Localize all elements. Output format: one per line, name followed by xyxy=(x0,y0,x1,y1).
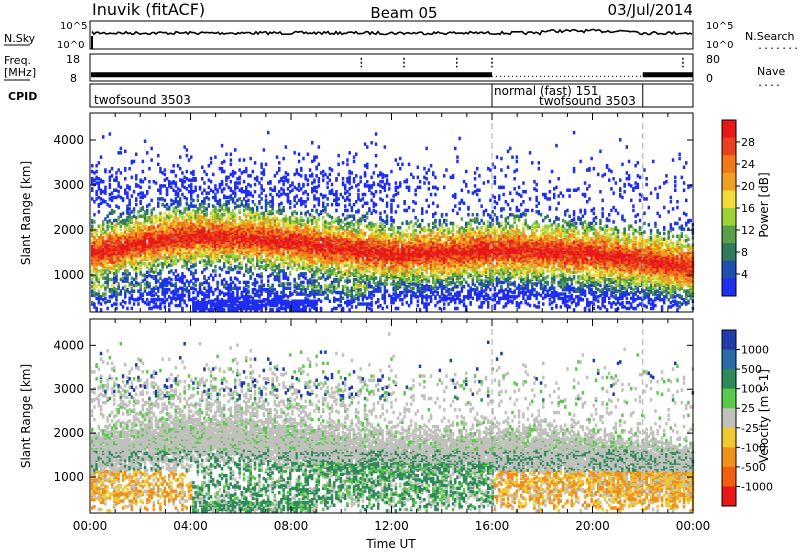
power-colorbar-swatch xyxy=(722,173,736,191)
velocity-ylabel: Slant Range [km] xyxy=(19,364,33,468)
power-colorbar-swatch xyxy=(722,243,736,261)
velocity-colorbar-swatch xyxy=(722,486,736,506)
cpid-segment-1: twofsound 3503 xyxy=(94,93,191,107)
x-tick-label: 00:00 xyxy=(676,519,711,533)
nave-label: Nave xyxy=(757,65,785,78)
power-colorbar-swatch xyxy=(722,190,736,208)
y-tick-label: 4000 xyxy=(53,133,84,147)
velocity-colorbar-swatch xyxy=(722,467,736,487)
velocity-colorbar-swatch xyxy=(722,330,736,350)
velocity-colorbar-swatch xyxy=(722,350,736,370)
power-colorbar-tick-label: 4 xyxy=(741,268,748,281)
power-colorbar-swatch xyxy=(722,155,736,173)
plot-canvas: Inuvik (fitACF) Beam 05 03/Jul/2014 N.Sk… xyxy=(0,0,800,554)
power-colorbar-tick-label: 20 xyxy=(741,180,755,193)
y-tick-label: 2000 xyxy=(53,223,84,237)
cpid-segment-3: twofsound 3503 xyxy=(539,94,636,108)
power-colorbar-swatch xyxy=(722,120,736,138)
radar-summary-plot: Inuvik (fitACF) Beam 05 03/Jul/2014 N.Sk… xyxy=(0,0,800,554)
nave-tick-top: 80 xyxy=(706,53,720,66)
time-xlabel: Time UT xyxy=(365,537,416,551)
power-colorbar-tick-label: 24 xyxy=(741,158,755,171)
velocity-colorbar-swatch xyxy=(722,447,736,467)
power-colorbar-tick-label: 16 xyxy=(741,202,755,215)
nsky-right-tick-bottom: 10^0 xyxy=(706,40,733,51)
x-tick-label: 20:00 xyxy=(575,519,610,533)
x-tick-label: 00:00 xyxy=(73,519,108,533)
y-tick-label: 1000 xyxy=(53,268,84,282)
velocity-colorbar-swatch xyxy=(722,369,736,389)
radar-title: Inuvik (fitACF) xyxy=(92,0,205,19)
x-tick-label: 04:00 xyxy=(173,519,208,533)
cpid-label: CPID xyxy=(8,90,37,103)
velocity-colorbar-tick-label: -1000 xyxy=(741,480,773,493)
y-tick-label: 4000 xyxy=(53,338,84,352)
velocity-colorbar-tick-label: 1000 xyxy=(741,344,769,357)
velocity-colorbar-swatch xyxy=(722,428,736,448)
y-tick-label: 2000 xyxy=(53,426,84,440)
nave-tick-bottom: 0 xyxy=(706,72,713,85)
nsky-panel-frame xyxy=(90,21,693,49)
power-colorbar-swatch xyxy=(722,226,736,244)
velocity-colorbar-label: Velocity [m s-1] xyxy=(757,369,771,463)
power-colorbar: 4 8 12 16 20 24 28 xyxy=(722,120,755,296)
nsky-label: N.Sky xyxy=(4,32,36,45)
freq-label-2: [MHz] xyxy=(4,66,36,79)
velocity-colorbar-tick-label: 25 xyxy=(741,402,755,415)
power-colorbar-swatch xyxy=(722,138,736,156)
freq-band-2 xyxy=(643,72,693,77)
y-tick-label: 1000 xyxy=(53,470,84,484)
velocity-colorbar-swatch xyxy=(722,408,736,428)
power-colorbar-label: Power [dB] xyxy=(757,172,771,237)
nave-legend: .... xyxy=(757,78,781,89)
nsky-right-tick-top: 10^5 xyxy=(706,21,733,32)
y-tick-label: 3000 xyxy=(53,178,84,192)
freq-band-1 xyxy=(91,72,492,77)
beam-title: Beam 05 xyxy=(370,4,437,22)
power-colorbar-swatch xyxy=(722,261,736,279)
nsearch-legend: ........ xyxy=(757,41,800,52)
power-colorbar-tick-label: 28 xyxy=(741,136,755,149)
velocity-colorbar-swatch xyxy=(722,389,736,409)
power-colorbar-swatch xyxy=(722,208,736,226)
x-tick-label: 12:00 xyxy=(374,519,409,533)
power-ylabel: Slant Range [km] xyxy=(19,161,33,265)
freq-tick-top: 18 xyxy=(66,53,80,66)
power-colorbar-swatch xyxy=(722,278,736,296)
x-tick-label: 16:00 xyxy=(475,519,510,533)
nsky-left-tick-top: 10^5 xyxy=(60,21,87,32)
power-colorbar-tick-label: 8 xyxy=(741,246,748,259)
date-title: 03/Jul/2014 xyxy=(608,1,693,19)
power-colorbar-tick-label: 12 xyxy=(741,224,755,237)
y-tick-label: 3000 xyxy=(53,382,84,396)
nsky-left-tick-bottom: 10^0 xyxy=(57,40,84,51)
x-tick-label: 08:00 xyxy=(274,519,309,533)
freq-tick-bottom: 8 xyxy=(70,72,77,85)
